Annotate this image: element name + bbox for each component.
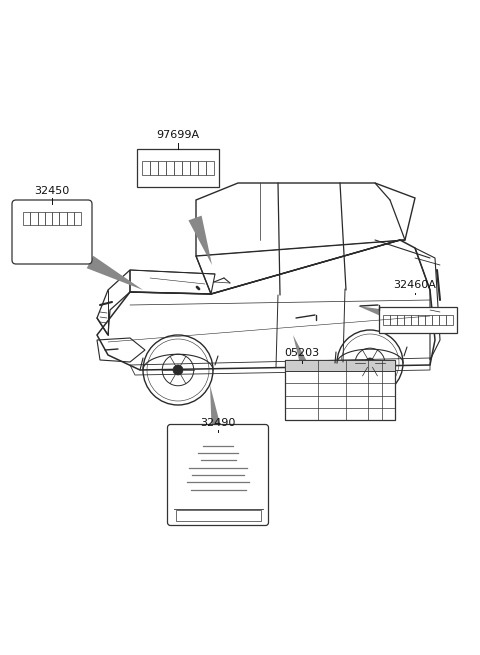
Polygon shape bbox=[358, 306, 402, 324]
Text: 97699A: 97699A bbox=[156, 130, 200, 140]
FancyBboxPatch shape bbox=[168, 424, 268, 525]
Bar bbox=[198, 161, 206, 175]
Bar bbox=[182, 161, 190, 175]
Bar bbox=[137, 149, 219, 187]
Bar bbox=[150, 161, 158, 175]
Bar bbox=[383, 315, 390, 325]
Bar bbox=[158, 161, 166, 175]
Bar bbox=[59, 212, 67, 225]
Bar bbox=[439, 315, 446, 325]
Bar bbox=[74, 212, 81, 225]
Text: 32490: 32490 bbox=[200, 418, 236, 428]
Bar bbox=[285, 360, 395, 420]
Bar bbox=[67, 212, 74, 225]
Bar bbox=[23, 212, 30, 225]
Bar bbox=[397, 315, 404, 325]
Bar bbox=[52, 212, 59, 225]
Circle shape bbox=[173, 365, 183, 375]
Bar bbox=[174, 161, 182, 175]
FancyBboxPatch shape bbox=[12, 200, 92, 264]
Bar bbox=[418, 315, 425, 325]
Bar bbox=[446, 315, 453, 325]
Bar bbox=[190, 161, 198, 175]
Bar bbox=[142, 161, 150, 175]
Bar bbox=[206, 161, 214, 175]
Bar bbox=[30, 212, 37, 225]
Polygon shape bbox=[189, 215, 212, 265]
Bar bbox=[379, 307, 457, 333]
Bar bbox=[432, 315, 439, 325]
Bar bbox=[176, 510, 261, 521]
Text: 32450: 32450 bbox=[35, 186, 70, 196]
Polygon shape bbox=[87, 256, 143, 290]
Circle shape bbox=[365, 358, 375, 368]
Bar bbox=[411, 315, 418, 325]
Text: 32460A: 32460A bbox=[394, 280, 436, 290]
Polygon shape bbox=[293, 335, 316, 382]
Bar bbox=[404, 315, 411, 325]
Bar bbox=[166, 161, 174, 175]
Bar bbox=[45, 212, 52, 225]
Bar bbox=[37, 212, 45, 225]
Text: 05203: 05203 bbox=[285, 348, 320, 358]
Bar bbox=[390, 315, 397, 325]
Polygon shape bbox=[210, 385, 224, 441]
Bar bbox=[425, 315, 432, 325]
Bar bbox=[285, 360, 395, 371]
